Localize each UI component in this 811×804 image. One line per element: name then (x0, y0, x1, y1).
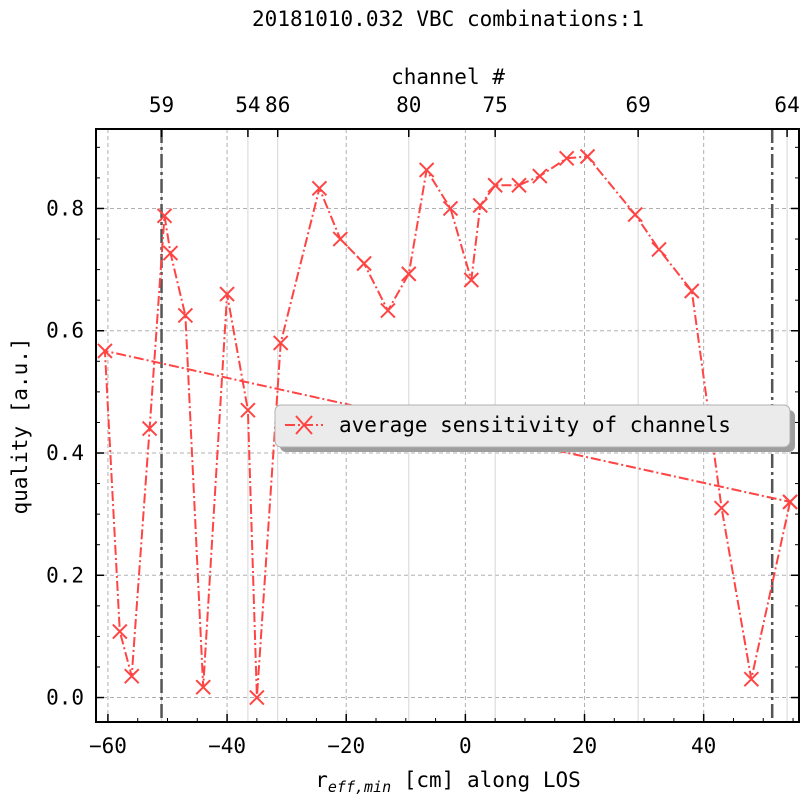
data-point-marker (442, 200, 459, 217)
data-point-marker (240, 402, 256, 418)
data-point-marker (380, 302, 396, 319)
data-point-marker (401, 266, 417, 282)
data-point-marker (311, 180, 328, 197)
data-point-marker (97, 343, 113, 359)
data-point-marker (332, 231, 348, 247)
x-tick-label: 40 (691, 734, 716, 758)
channel-tick-label: 59 (149, 93, 174, 117)
data-point-marker (684, 283, 700, 299)
channel-tick-label: 80 (396, 93, 421, 117)
axis-ticks (96, 129, 799, 722)
y-tick-label: 0.4 (46, 441, 84, 465)
data-point-marker (627, 206, 643, 223)
legend-marker (295, 415, 313, 435)
x-axis-label-rest: [cm] along LOS (391, 768, 581, 792)
data-point-marker (511, 177, 527, 193)
y-tick-labels: 0.0 0.2 0.4 0.6 0.8 (46, 196, 84, 709)
channel-tick-label: 69 (625, 93, 650, 117)
chart-title: 20181010.032 VBC combinations:1 (252, 7, 644, 31)
channel-tick-label: 54 (235, 93, 260, 117)
data-point-marker (272, 335, 289, 351)
y-tick-label: 0.2 (46, 563, 84, 587)
y-tick-label: 0.0 (46, 686, 84, 710)
y-tick-label: 0.6 (46, 319, 84, 343)
x-tick-label: 20 (572, 734, 597, 758)
data-point-marker (124, 668, 140, 684)
data-point-marker (558, 150, 575, 167)
top-channel-tick-labels: 59 54 86 80 75 69 64 (149, 93, 800, 117)
data-point-marker (651, 241, 667, 258)
x-tick-labels: −60 −40 −20 0 20 40 (89, 734, 716, 758)
data-point-marker (141, 420, 158, 437)
data-point-marker (219, 286, 235, 302)
data-point-marker (713, 500, 730, 516)
data-point-marker (156, 208, 173, 224)
data-point-marker (487, 177, 503, 193)
y-tick-label: 0.8 (46, 196, 84, 220)
channel-tick-label: 64 (774, 93, 799, 117)
data-point-marker (195, 679, 211, 695)
y-axis-label: quality [a.u.] (8, 337, 32, 514)
data-point-marker (249, 689, 265, 706)
legend-label: average sensitivity of channels (339, 413, 731, 437)
x-tick-label: −60 (89, 734, 127, 758)
x-tick-label: −40 (208, 734, 246, 758)
data-point-marker (162, 245, 179, 261)
legend-box (274, 404, 791, 448)
x-tick-label: −20 (327, 734, 365, 758)
legend: average sensitivity of channels (274, 404, 795, 452)
data-point-marker (743, 671, 760, 687)
channel-tick-label: 86 (265, 93, 290, 117)
data-point-marker (782, 494, 798, 510)
x-axis-label-main: r (315, 768, 328, 792)
x-axis-label-subscript: eff,min (328, 778, 391, 796)
data-point-marker (356, 255, 372, 272)
top-x-axis-label: channel # (391, 65, 505, 89)
data-point-marker (472, 197, 488, 214)
plot-frame (95, 128, 800, 723)
data-point-marker (418, 162, 435, 178)
x-tick-label: 0 (459, 734, 472, 758)
data-point-marker (112, 623, 128, 640)
data-point-marker (579, 148, 596, 165)
channel-tick-label: 75 (483, 93, 508, 117)
data-point-marker (532, 168, 548, 184)
x-axis-label: reff,min [cm] along LOS (315, 768, 581, 796)
data-point-marker (177, 307, 194, 324)
vertical-markers (160, 129, 774, 722)
data-series (97, 148, 798, 706)
data-point-marker (463, 272, 480, 288)
